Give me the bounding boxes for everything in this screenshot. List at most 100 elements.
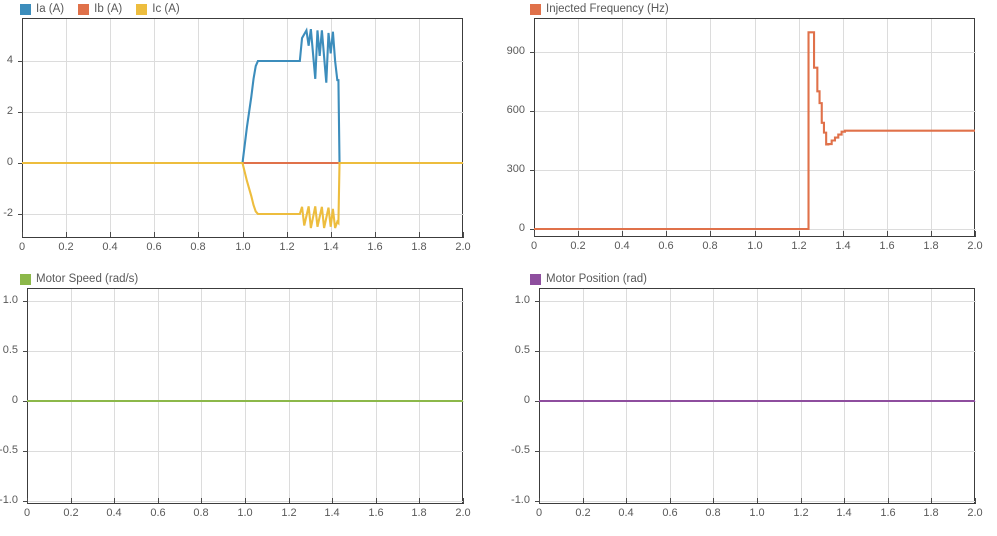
x-axis-tick: [622, 231, 623, 236]
x-axis-label: 1.0: [235, 241, 251, 253]
x-axis-label: 0.6: [150, 507, 166, 519]
gridline-vertical: [757, 289, 758, 503]
x-axis-tick: [332, 498, 333, 503]
y-axis-tick: [23, 401, 28, 402]
legend-label: Motor Position (rad): [546, 273, 647, 285]
gridline-vertical: [154, 19, 155, 237]
x-axis-label: 0.2: [575, 507, 591, 519]
gridline-vertical: [114, 289, 115, 503]
gridline-horizontal: [540, 501, 976, 502]
x-axis-tick: [931, 231, 932, 236]
x-axis-tick: [713, 498, 714, 503]
x-axis-tick: [844, 498, 845, 503]
x-axis-label: 1.8: [411, 507, 427, 519]
x-axis-tick: [27, 498, 28, 503]
series-line-injected-frequency-hz: [534, 31, 975, 231]
x-axis-label: 1.4: [835, 240, 851, 252]
y-axis-label: -0.5: [511, 444, 530, 456]
x-axis-label: 0.2: [570, 240, 586, 252]
legend-entry-0[interactable]: Injected Frequency (Hz): [530, 3, 669, 15]
x-axis-tick: [799, 231, 800, 236]
gridline-vertical: [158, 289, 159, 503]
gridline-horizontal: [28, 451, 464, 452]
y-axis-tick: [530, 111, 535, 112]
x-axis-tick: [801, 498, 802, 503]
x-axis-tick: [887, 231, 888, 236]
y-axis-tick: [23, 351, 28, 352]
chart-legend-injected-frequency: Injected Frequency (Hz): [530, 2, 669, 16]
chart-legend-motor-position: Motor Position (rad): [530, 272, 647, 286]
x-axis-tick: [201, 498, 202, 503]
x-axis-line-currents: [22, 237, 464, 238]
x-axis-label: 1.6: [880, 507, 896, 519]
x-axis-label: 0.6: [146, 241, 162, 253]
x-axis-label: 1.8: [411, 241, 427, 253]
x-axis-tick: [534, 231, 535, 236]
y-axis-tick: [530, 52, 535, 53]
legend-entry-1[interactable]: Ib (A): [78, 3, 122, 15]
x-axis-label: 2.0: [967, 240, 983, 252]
x-axis-label: 1.0: [749, 507, 765, 519]
legend-entry-2[interactable]: Ic (A): [136, 3, 180, 15]
gridline-vertical: [888, 289, 889, 503]
x-axis-tick: [154, 232, 155, 237]
x-axis-label: 0.8: [702, 240, 718, 252]
y-axis-tick: [530, 229, 535, 230]
y-axis-tick: [18, 163, 23, 164]
legend-label: Ic (A): [152, 3, 180, 15]
legend-label: Ib (A): [94, 3, 123, 15]
y-axis-label: 600: [506, 104, 525, 116]
gridline-vertical: [201, 289, 202, 503]
x-axis-tick: [375, 232, 376, 237]
x-axis-label: 2.0: [455, 241, 471, 253]
legend-entry-0[interactable]: Motor Position (rad): [530, 273, 647, 285]
legend-entry-0[interactable]: Motor Speed (rad/s): [20, 273, 138, 285]
x-axis-tick: [158, 498, 159, 503]
series-line-ic-a: [22, 161, 463, 229]
x-axis-tick: [463, 232, 464, 237]
gridline-vertical: [419, 289, 420, 503]
x-axis-label: 0.8: [705, 507, 721, 519]
series-swatch: [78, 3, 90, 15]
x-axis-label: 0.8: [190, 241, 206, 253]
x-axis-tick: [289, 498, 290, 503]
x-axis-tick: [114, 498, 115, 503]
gridline-vertical: [931, 19, 932, 236]
x-axis-tick: [757, 498, 758, 503]
x-axis-tick: [419, 232, 420, 237]
chart-legend-motor-speed: Motor Speed (rad/s): [20, 272, 138, 286]
x-axis-label: 0: [18, 241, 26, 253]
x-axis-label: 0.4: [106, 507, 122, 519]
x-axis-tick: [71, 498, 72, 503]
y-axis-tick: [535, 501, 540, 502]
gridline-horizontal: [28, 351, 464, 352]
gridline-vertical: [287, 19, 288, 237]
legend-entry-0[interactable]: Ia (A): [20, 3, 64, 15]
x-axis-label: 0.6: [658, 240, 674, 252]
x-axis-tick: [331, 232, 332, 237]
x-axis-tick: [245, 498, 246, 503]
y-axis-label: 2: [6, 105, 13, 117]
x-axis-label: 1.8: [923, 240, 939, 252]
gridline-vertical: [578, 19, 579, 236]
gridline-vertical: [198, 19, 199, 237]
gridline-vertical: [755, 19, 756, 236]
gridline-vertical: [66, 19, 67, 237]
y-axis-label: 1.0: [514, 294, 530, 306]
gridline-vertical: [622, 19, 623, 236]
legend-label: Motor Speed (rad/s): [36, 273, 139, 285]
x-axis-tick: [975, 231, 976, 236]
series-line-ia-a: [22, 27, 463, 165]
x-axis-label: 0: [530, 240, 538, 252]
series-swatch: [20, 3, 31, 15]
gridline-horizontal: [540, 351, 976, 352]
x-axis-label: 1.4: [836, 507, 852, 519]
x-axis-tick: [463, 498, 464, 503]
y-axis-label: -1.0: [511, 494, 530, 506]
gridline-vertical: [331, 19, 332, 237]
x-axis-tick: [755, 231, 756, 236]
gridline-vertical: [289, 289, 290, 503]
x-axis-label: 0: [23, 507, 31, 519]
